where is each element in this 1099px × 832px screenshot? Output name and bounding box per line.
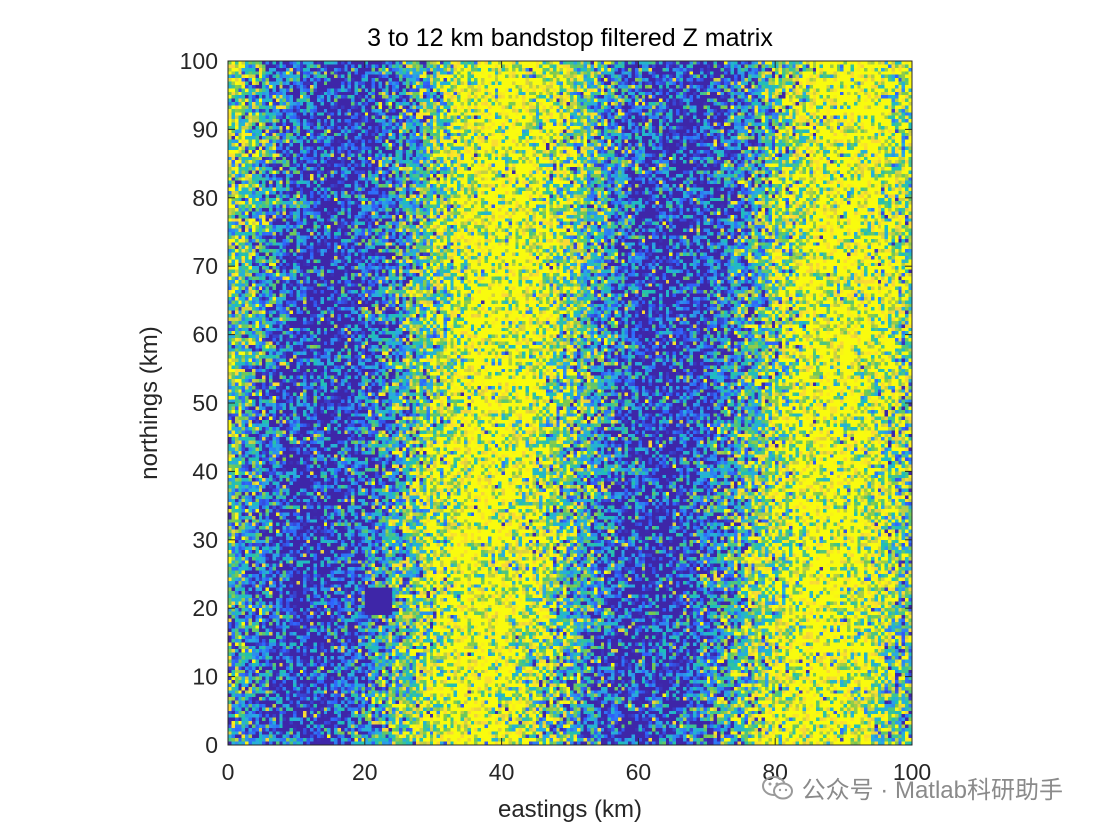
y-tick-label: 10 — [192, 664, 218, 690]
y-tick-label: 80 — [192, 185, 218, 211]
y-tick-label: 40 — [192, 458, 218, 484]
x-tick-label: 0 — [222, 759, 235, 785]
wechat-icon — [761, 775, 793, 799]
y-tick-label: 0 — [205, 732, 218, 758]
watermark-text: 公众号 · Matlab科研助手 — [801, 777, 1063, 804]
y-tick-label: 100 — [180, 48, 218, 74]
highlight-square — [364, 587, 393, 616]
heatmap-image — [228, 61, 912, 745]
x-tick-label: 100 — [893, 759, 931, 785]
x-tick-label: 60 — [626, 759, 652, 785]
y-tick-label: 20 — [192, 595, 218, 621]
y-tick-label: 50 — [192, 390, 218, 416]
chart-title: 3 to 12 km bandstop filtered Z matrix — [367, 24, 773, 52]
y-tick-label: 90 — [192, 116, 218, 142]
axes-box — [227, 60, 913, 746]
watermark: 公众号 · Matlab科研助手 — [761, 770, 1063, 805]
x-tick-label: 40 — [489, 759, 515, 785]
y-tick-label: 70 — [192, 253, 218, 279]
x-tick-label: 20 — [352, 759, 378, 785]
y-tick-label: 30 — [192, 527, 218, 553]
y-tick-label: 60 — [192, 322, 218, 348]
x-axis-label: eastings (km) — [497, 796, 643, 823]
